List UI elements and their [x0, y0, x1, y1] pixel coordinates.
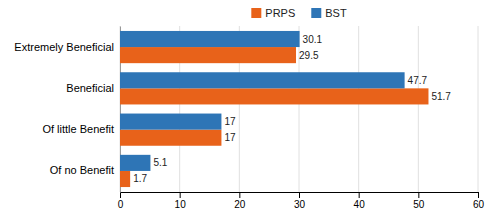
bar: [120, 47, 296, 63]
x-tick-label: 20: [234, 199, 246, 210]
x-axis: 0 10 20 30 40 50 60: [118, 192, 485, 210]
x-tick-label: 40: [354, 199, 366, 210]
bar: [120, 31, 300, 47]
x-tick-label: 50: [413, 199, 425, 210]
bar-series: [120, 31, 405, 171]
data-label: 51.7: [431, 91, 451, 102]
x-tick-mark: [418, 192, 419, 198]
bar: [120, 130, 221, 146]
x-axis-line: [121, 193, 479, 199]
legend-item: PRPS: [251, 7, 295, 19]
x-tick: 30: [294, 192, 306, 210]
legend-swatch: [251, 8, 261, 18]
legend-swatch: [311, 8, 321, 18]
x-tick-mark: [120, 192, 121, 198]
bar: [120, 72, 405, 88]
grid: [120, 26, 478, 192]
x-tick-label: 10: [175, 199, 187, 210]
y-axis: Extremely Beneficial Beneficial Of little …: [14, 27, 120, 193]
grid-line: [418, 26, 419, 192]
data-label: 30.1: [303, 34, 323, 45]
x-tick-mark: [239, 192, 240, 198]
bar-series: [120, 47, 428, 187]
x-tick: 60: [473, 192, 485, 210]
bar: [120, 114, 221, 130]
data-label: 17: [224, 116, 236, 127]
y-tick-label: Of little Benefit: [42, 123, 114, 135]
y-tick-label: Extremely Beneficial: [14, 41, 114, 53]
y-tick-label: Beneficial: [66, 82, 114, 94]
data-labels: 29.5 51.7 17 1.7 30.1 47.7 17 5.1: [133, 34, 451, 185]
data-label: 1.7: [133, 173, 147, 184]
y-tick: Extremely Beneficial: [14, 41, 114, 53]
x-tick-mark: [478, 192, 479, 198]
x-tick-label: 30: [294, 199, 306, 210]
bars: [120, 31, 428, 187]
x-tick-mark: [359, 192, 360, 198]
x-tick-mark: [180, 192, 181, 198]
y-tick-label: Of no Benefit: [50, 164, 114, 176]
bar: [120, 155, 150, 171]
legend-label: PRPS: [265, 7, 295, 19]
plot-area: 0 10 20 30 40 50 60 Extremely Beneficial Benefic…: [14, 26, 484, 210]
x-tick: 20: [234, 192, 246, 210]
bar: [120, 88, 428, 104]
data-label: 47.7: [408, 75, 428, 86]
chart-svg: 0 10 20 30 40 50 60 Extremely Beneficial Benefic…: [0, 0, 500, 216]
bar: [120, 171, 130, 187]
chart-container: 0 10 20 30 40 50 60 Extremely Beneficial Benefic…: [0, 0, 500, 216]
grid-line: [478, 26, 479, 192]
x-tick-label: 0: [118, 199, 124, 210]
x-tick: 10: [175, 192, 187, 210]
y-tick: Of no Benefit: [50, 164, 114, 176]
x-tick: 40: [354, 192, 366, 210]
grid-line: [358, 26, 359, 192]
legend-label: BST: [325, 7, 347, 19]
x-tick: 0: [118, 192, 124, 210]
legend: PRPS BST: [251, 7, 347, 19]
data-label: 5.1: [153, 157, 167, 168]
data-label: 17: [224, 132, 236, 143]
y-tick: Beneficial: [66, 82, 114, 94]
x-tick-mark: [299, 192, 300, 198]
x-tick: 50: [413, 192, 425, 210]
data-label: 29.5: [299, 50, 319, 61]
x-tick-label: 60: [473, 199, 485, 210]
legend-item: BST: [311, 7, 347, 19]
y-tick: Of little Benefit: [42, 123, 114, 135]
